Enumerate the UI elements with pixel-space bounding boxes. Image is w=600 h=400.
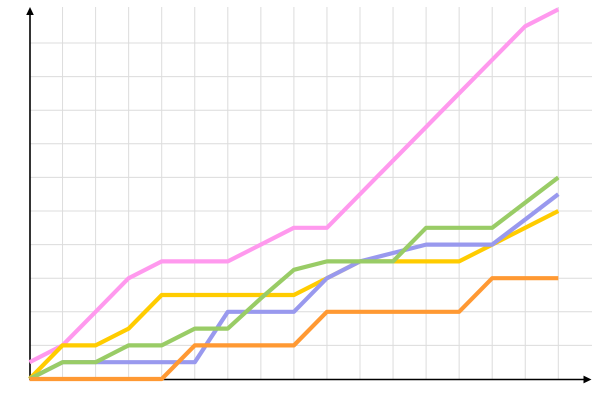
series-yellow-line: [28, 209, 560, 381]
series-green-line: [28, 175, 560, 381]
axes: [26, 7, 592, 384]
y-axis-arrowhead: [26, 7, 34, 15]
series-violet-line: [28, 7, 560, 365]
x-axis-arrowhead: [583, 375, 592, 384]
data-series: [28, 7, 560, 382]
series-orange-line: [29, 276, 559, 382]
gridlines: [29, 7, 592, 380]
series-blue-line: [28, 192, 560, 381]
